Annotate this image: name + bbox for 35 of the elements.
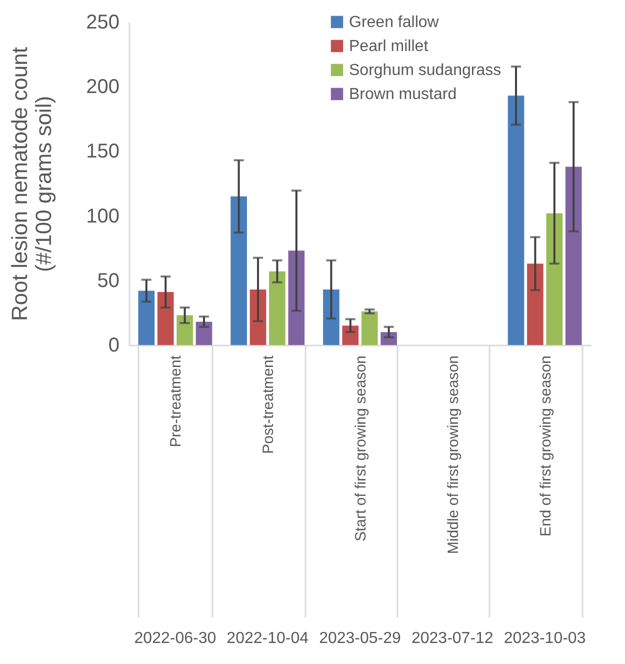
bar [157,292,174,345]
legend-label: Brown mustard [349,86,457,103]
x-tick-label: Pre-treatment [168,354,185,448]
legend-label: Sorghum sudangrass [349,62,502,79]
y-tick-label: 0 [108,334,120,356]
text: 2022-10-04 [226,630,309,647]
bar [196,322,212,345]
legend-label: Green fallow [349,14,440,31]
bar [250,289,266,345]
bar [176,315,193,345]
text: 2023-05-29 [319,630,402,647]
bar [546,213,563,345]
bar [527,264,544,345]
bar [288,250,305,345]
y-tick-label: 150 [86,140,120,163]
bar [565,166,582,345]
legend-label: Pearl millet [349,38,429,55]
y-tick-label: 100 [86,205,120,228]
bar [323,289,340,345]
x-tick-label: End of first growing season [537,356,554,536]
bar [230,196,247,345]
bar [508,96,524,345]
x-tick-label: Start of first growing season [352,356,370,542]
y-axis-title: Root lesion nematode count (#/100 grams soil) [7,47,56,321]
text: 2022-06-30 [134,630,216,647]
text: 2023-10-03 [504,630,586,647]
bar [342,326,359,345]
y-tick-label: 200 [86,76,120,98]
y-tick-label: 250 [86,12,120,34]
x-tick-label: Middle of first growing season [444,356,462,554]
text: 2023-07-12 [411,630,494,647]
y-tick-label: 50 [97,270,120,292]
x-tick-label: Post-treatment [260,354,278,454]
bar [138,290,155,345]
bar [269,271,286,345]
